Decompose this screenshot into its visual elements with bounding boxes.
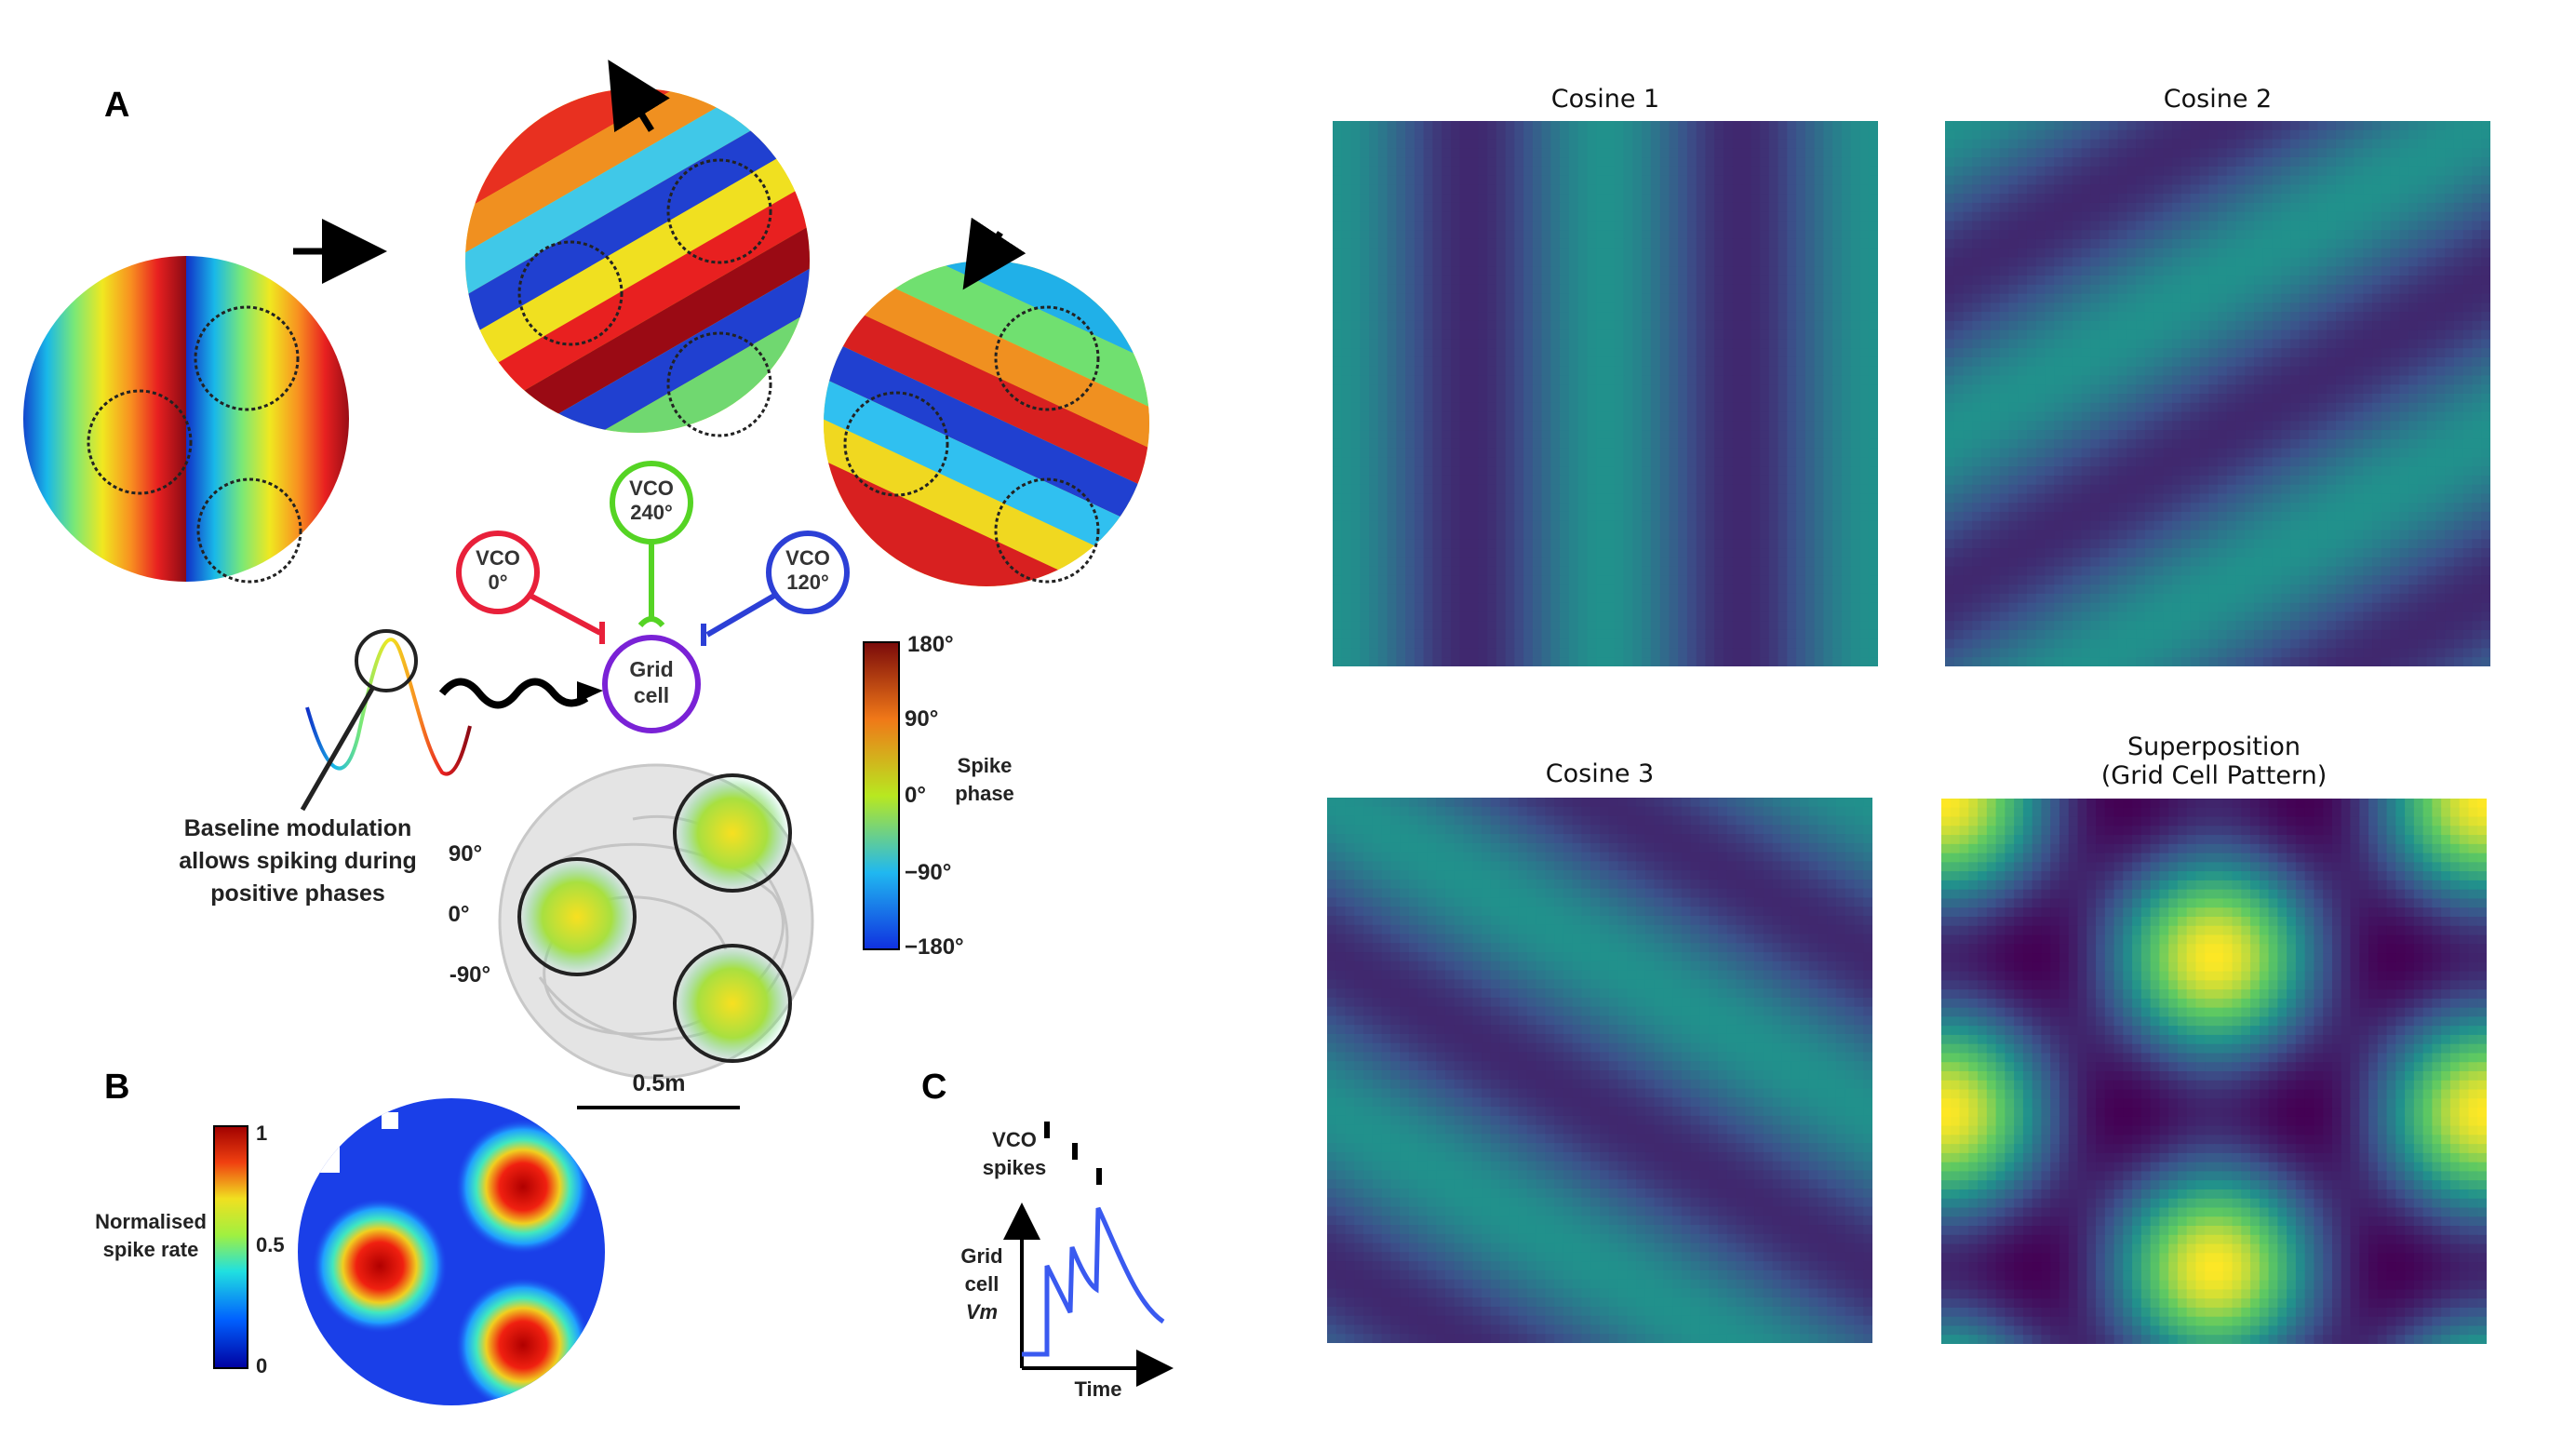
panel-title: Cosine 3 [1327,759,1872,790]
phase-tick-0: 0° [449,902,470,927]
panel-cosine-3: Cosine 3 [1327,759,1872,1345]
model-diagram-svg: A B C [0,0,1284,1446]
phase-colorbar [864,642,899,949]
rate-colorbar-tick: 1 [256,1122,267,1145]
phase-disc-0 [19,251,354,586]
vco-0-node: VCO 0° [459,533,602,644]
vco-0-label: VCO [476,546,520,570]
rate-colorbar [214,1126,248,1368]
vco-120-phase: 120° [786,571,829,594]
vco-120-label: VCO [785,546,830,570]
grid-vm-label-3: Vm [966,1300,998,1323]
phase-colorbar-tick: 0° [905,783,926,808]
grid-vm-label-2: cell [965,1272,1000,1296]
baseline-text-1: Baseline modulation [184,815,411,841]
heatmap-cosine-3 [1327,798,1872,1343]
panel-a-letter: A [104,86,129,125]
phase-colorbar-tick: 90° [905,706,938,732]
rate-colorbar-tick: 0 [256,1354,267,1377]
phase-tick-neg90: -90° [449,962,490,987]
panel-c-letter: C [921,1068,946,1107]
time-axis-label: Time [1075,1377,1122,1401]
baseline-text-2: allows spiking during [179,848,417,874]
vco-240-node: VCO 240° [612,464,691,625]
grid-cell-model-figure: A B C [0,0,1284,1446]
heatmap-svg [1333,121,1878,666]
phase-disc-240 [312,0,883,510]
panel-subtitle: (Grid Cell Pattern) [1941,760,2487,792]
phase-colorbar-label-2: phase [955,782,1014,805]
panel-b-letter: B [104,1068,129,1107]
grid-vm-label-1: Grid [960,1244,1002,1268]
scale-bar-label: 0.5m [633,1070,686,1096]
vco-240-phase: 240° [630,501,673,524]
heatmap-cosine-2 [1945,121,2490,666]
phase-colorbar-tick: 180° [907,632,954,657]
input-squiggle-icon [442,682,586,705]
phase-colorbar-tick: −90° [905,860,951,885]
vco-240-label: VCO [629,477,674,500]
rate-colorbar-label-1: Normalised [95,1210,207,1233]
grid-cell-node: Grid cell [605,638,698,731]
grid-cell-label-2: cell [634,683,669,707]
vco-spikes-label-1: VCO [992,1128,1037,1151]
vco-120-node: VCO 120° [704,533,847,646]
heatmap-svg [1327,798,1872,1343]
rate-colorbar-label-2: spike rate [103,1238,199,1261]
panel-cosine-1: Cosine 1 [1333,84,1878,668]
panel-title: Superposition [1941,732,2487,763]
rate-colorbar-tick: 0.5 [256,1233,285,1256]
vco-spikes-label-2: spikes [983,1156,1047,1179]
trajectory-disc [500,765,812,1078]
phase-colorbar-label-1: Spike [958,754,1013,777]
rate-map [298,1098,605,1412]
heatmap-cosine-1 [1333,121,1878,666]
panel-superposition: Superposition (Grid Cell Pattern) [1941,732,2487,1346]
baseline-text-3: positive phases [210,880,385,907]
phase-colorbar-tick: −180° [905,934,964,960]
heatmap-svg [1941,799,2487,1344]
panel-title: Cosine 1 [1333,84,1878,115]
phase-tick-90: 90° [449,841,482,867]
panel-title: Cosine 2 [1945,84,2490,115]
vco-0-phase: 0° [488,571,507,594]
heatmap-svg [1945,121,2490,666]
heatmap-superposition [1941,799,2487,1344]
grid-cell-label-1: Grid [629,657,673,681]
baseline-wave [302,631,470,810]
panel-cosine-2: Cosine 2 [1945,84,2490,668]
